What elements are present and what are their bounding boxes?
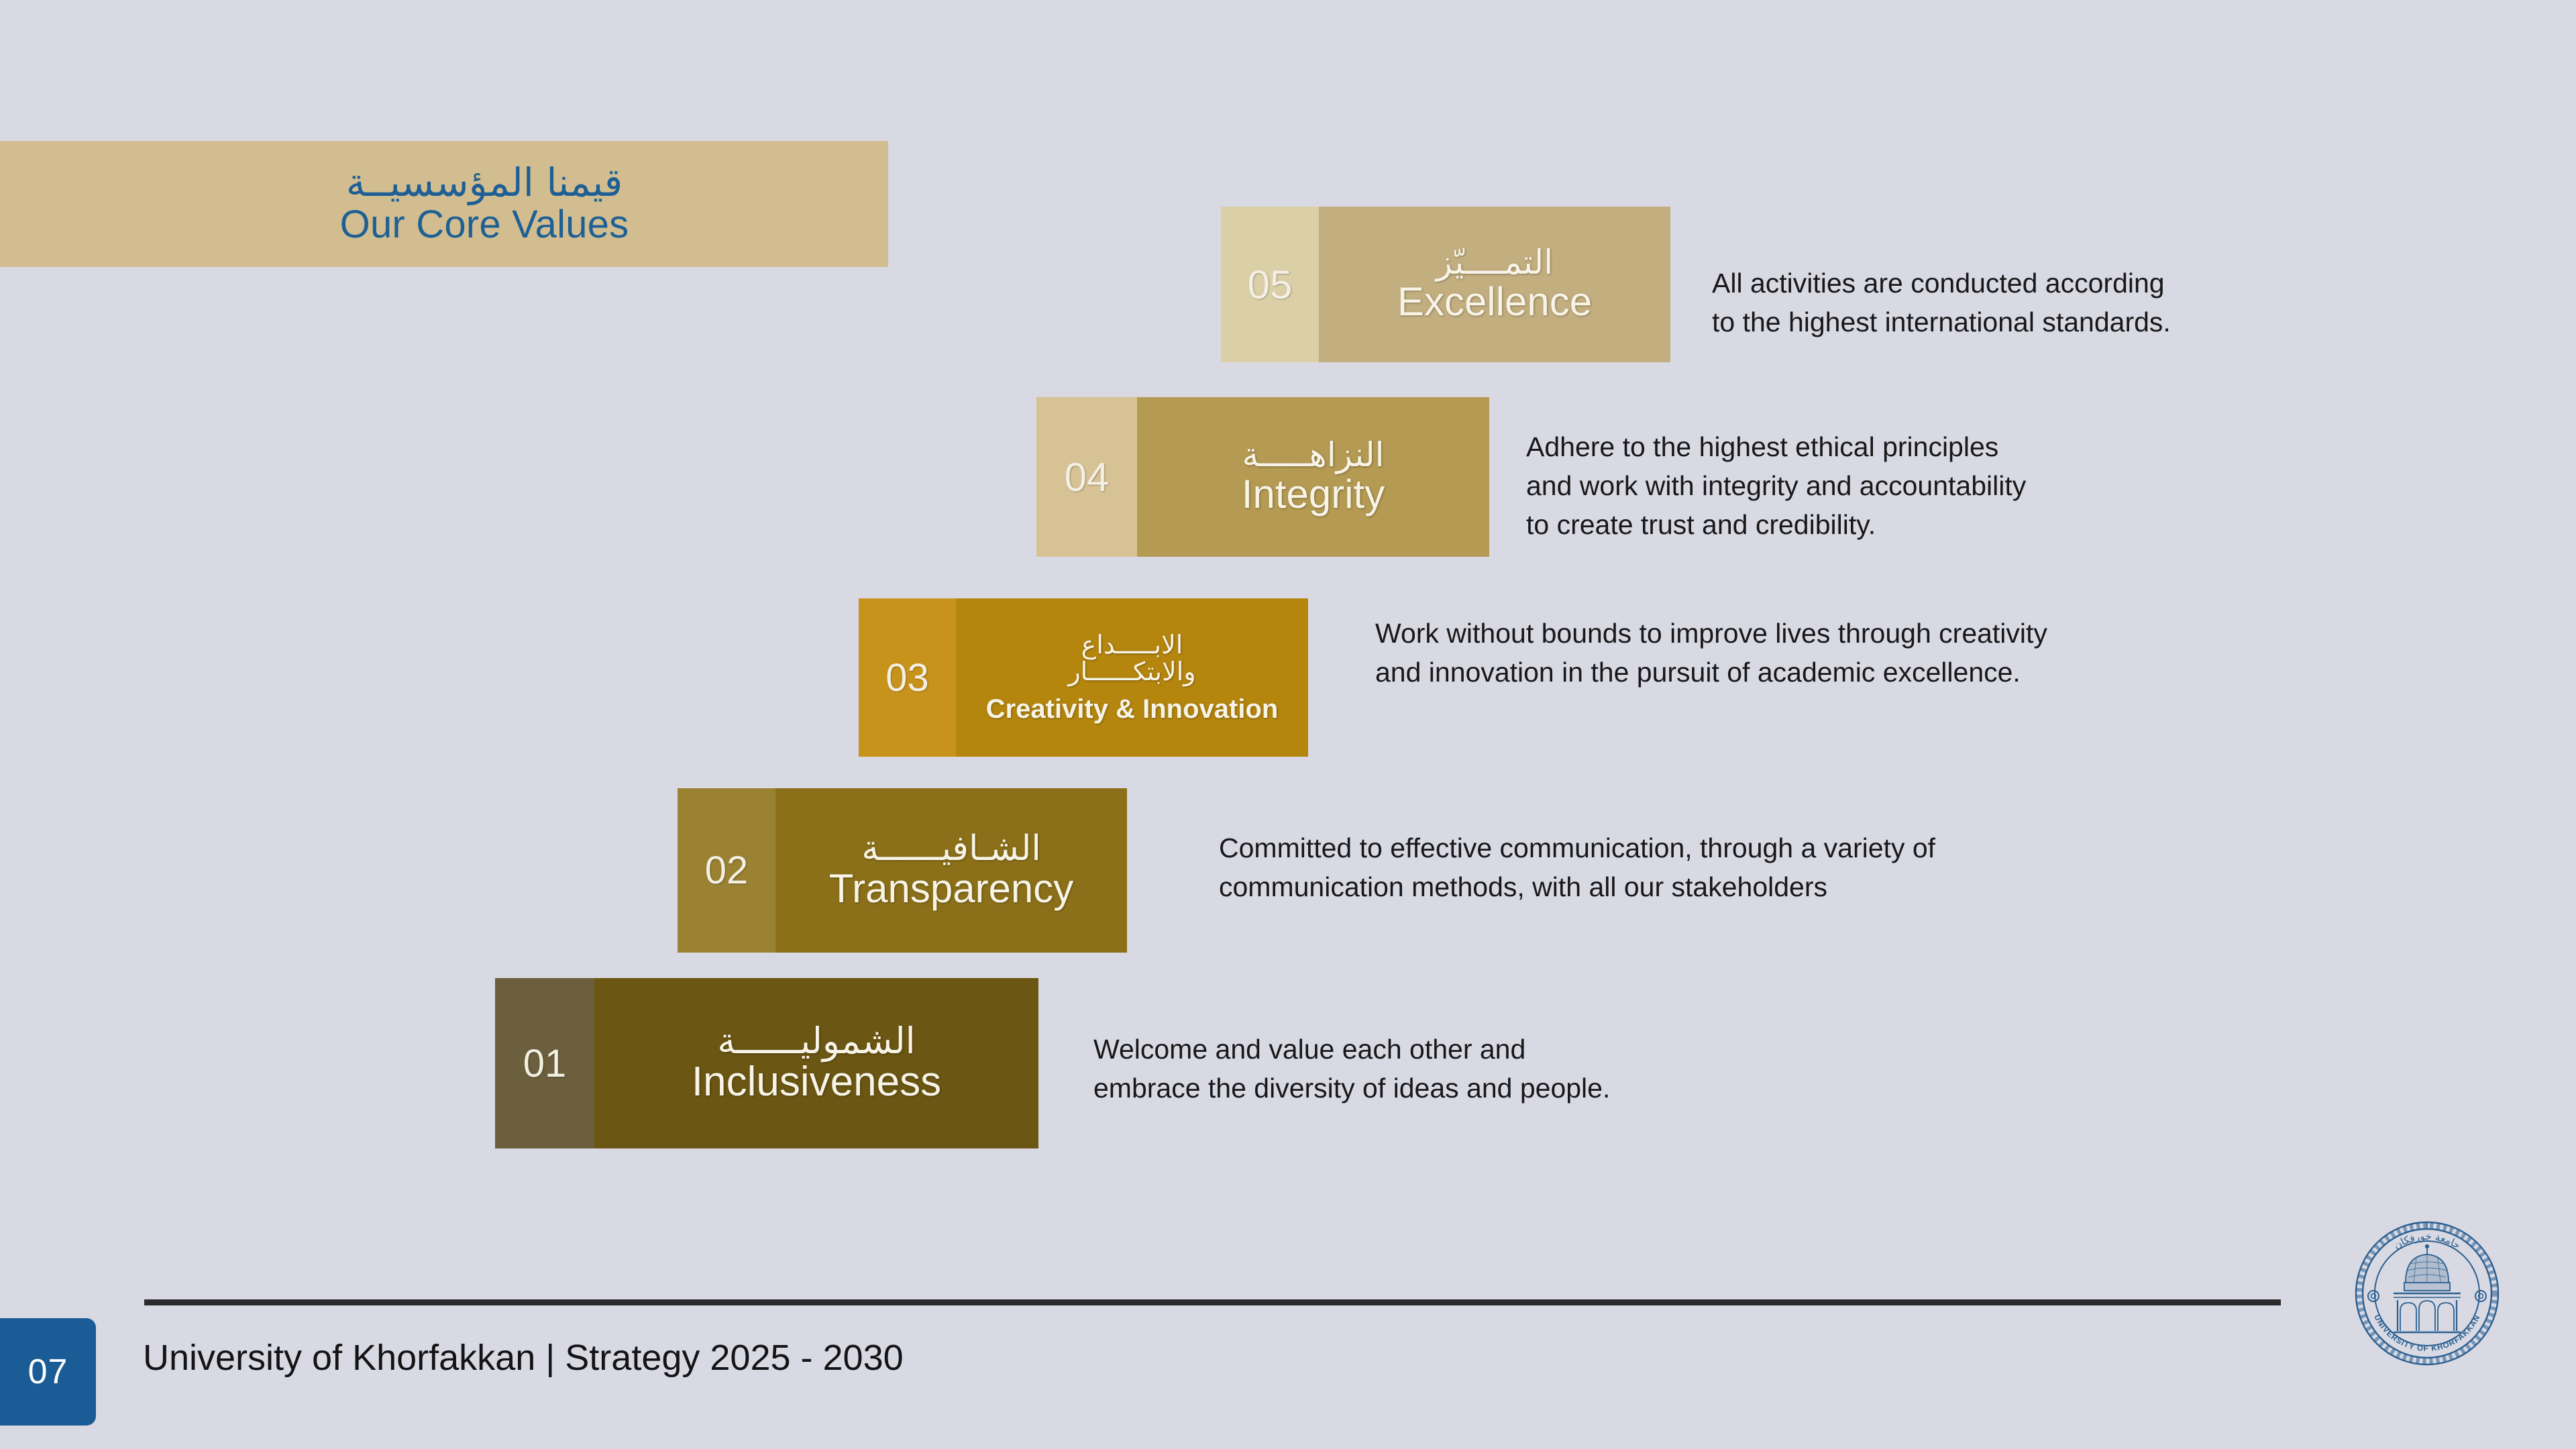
page-title-banner: قيمنا المؤسسيــة Our Core Values bbox=[0, 141, 888, 267]
university-seal-icon: جامعة خورفكان UNIVERSITY OF KHORFAKKAN bbox=[2355, 1221, 2500, 1366]
page-title-arabic: قيمنا المؤسسيــة bbox=[345, 159, 623, 205]
footer-title: University of Khorfakkan | Strategy 2025… bbox=[143, 1338, 904, 1378]
value-description-02: Committed to effective communication, th… bbox=[1219, 833, 1936, 903]
value-description-03: Work without bounds to improve lives thr… bbox=[1375, 618, 2047, 688]
value-number-04: 04 bbox=[1036, 397, 1137, 557]
value-number-01: 01 bbox=[495, 978, 594, 1148]
value-title-arabic-05: التمــــيّز bbox=[1436, 243, 1554, 282]
value-title-english-04: Integrity bbox=[1241, 472, 1385, 517]
page-number-badge: 07 bbox=[0, 1318, 96, 1426]
value-label-integrity: النزاهـــــة Integrity bbox=[1137, 397, 1489, 557]
value-bar-integrity[interactable]: 04 النزاهـــــة Integrity bbox=[1036, 397, 1489, 557]
footer-divider bbox=[144, 1299, 2281, 1305]
value-label-transparency: الشـافيــــــة Transparency bbox=[775, 788, 1127, 953]
value-label-excellence: التمــــيّز Excellence bbox=[1319, 207, 1670, 362]
value-description-04: Adhere to the highest ethical principles… bbox=[1526, 431, 2027, 541]
value-title-english-03: Creativity & Innovation bbox=[985, 694, 1279, 724]
value-bar-transparency[interactable]: 02 الشـافيــــــة Transparency bbox=[678, 788, 1127, 953]
value-label-creativity-innovation: الابـــــداع والابتكــــــار Creativity … bbox=[956, 598, 1308, 757]
value-title-arabic-03-line2: والابتكــــــار bbox=[1068, 657, 1196, 687]
value-bar-creativity-innovation[interactable]: 03 الابـــــداع والابتكــــــار Creativi… bbox=[859, 598, 1308, 757]
value-title-arabic-02: الشـافيــــــة bbox=[861, 828, 1041, 869]
page-title-english: Our Core Values bbox=[339, 202, 629, 246]
value-number-05: 05 bbox=[1221, 207, 1319, 362]
value-title-english-05: Excellence bbox=[1397, 279, 1593, 325]
value-number-02: 02 bbox=[678, 788, 775, 953]
value-number-03: 03 bbox=[859, 598, 956, 757]
value-title-arabic-03-line1: الابـــــداع bbox=[1081, 630, 1183, 660]
value-title-english-02: Transparency bbox=[828, 865, 1074, 911]
value-label-inclusiveness: الشموليــــــة Inclusiveness bbox=[594, 978, 1038, 1148]
value-bar-inclusiveness[interactable]: 01 الشموليــــــة Inclusiveness bbox=[495, 978, 1038, 1148]
value-title-arabic-04: النزاهـــــة bbox=[1242, 435, 1385, 475]
value-description-05: All activities are conducted according t… bbox=[1712, 268, 2171, 338]
value-description-01: Welcome and value each other and embrace… bbox=[1093, 1034, 1611, 1104]
page-number-label: 07 bbox=[28, 1352, 68, 1391]
value-bar-excellence[interactable]: 05 التمــــيّز Excellence bbox=[1221, 207, 1670, 362]
value-title-english-01: Inclusiveness bbox=[691, 1059, 942, 1106]
university-seal-logo: جامعة خورفكان UNIVERSITY OF KHORFAKKAN bbox=[2347, 1213, 2508, 1374]
value-title-arabic-01: الشموليــــــة bbox=[717, 1019, 916, 1062]
